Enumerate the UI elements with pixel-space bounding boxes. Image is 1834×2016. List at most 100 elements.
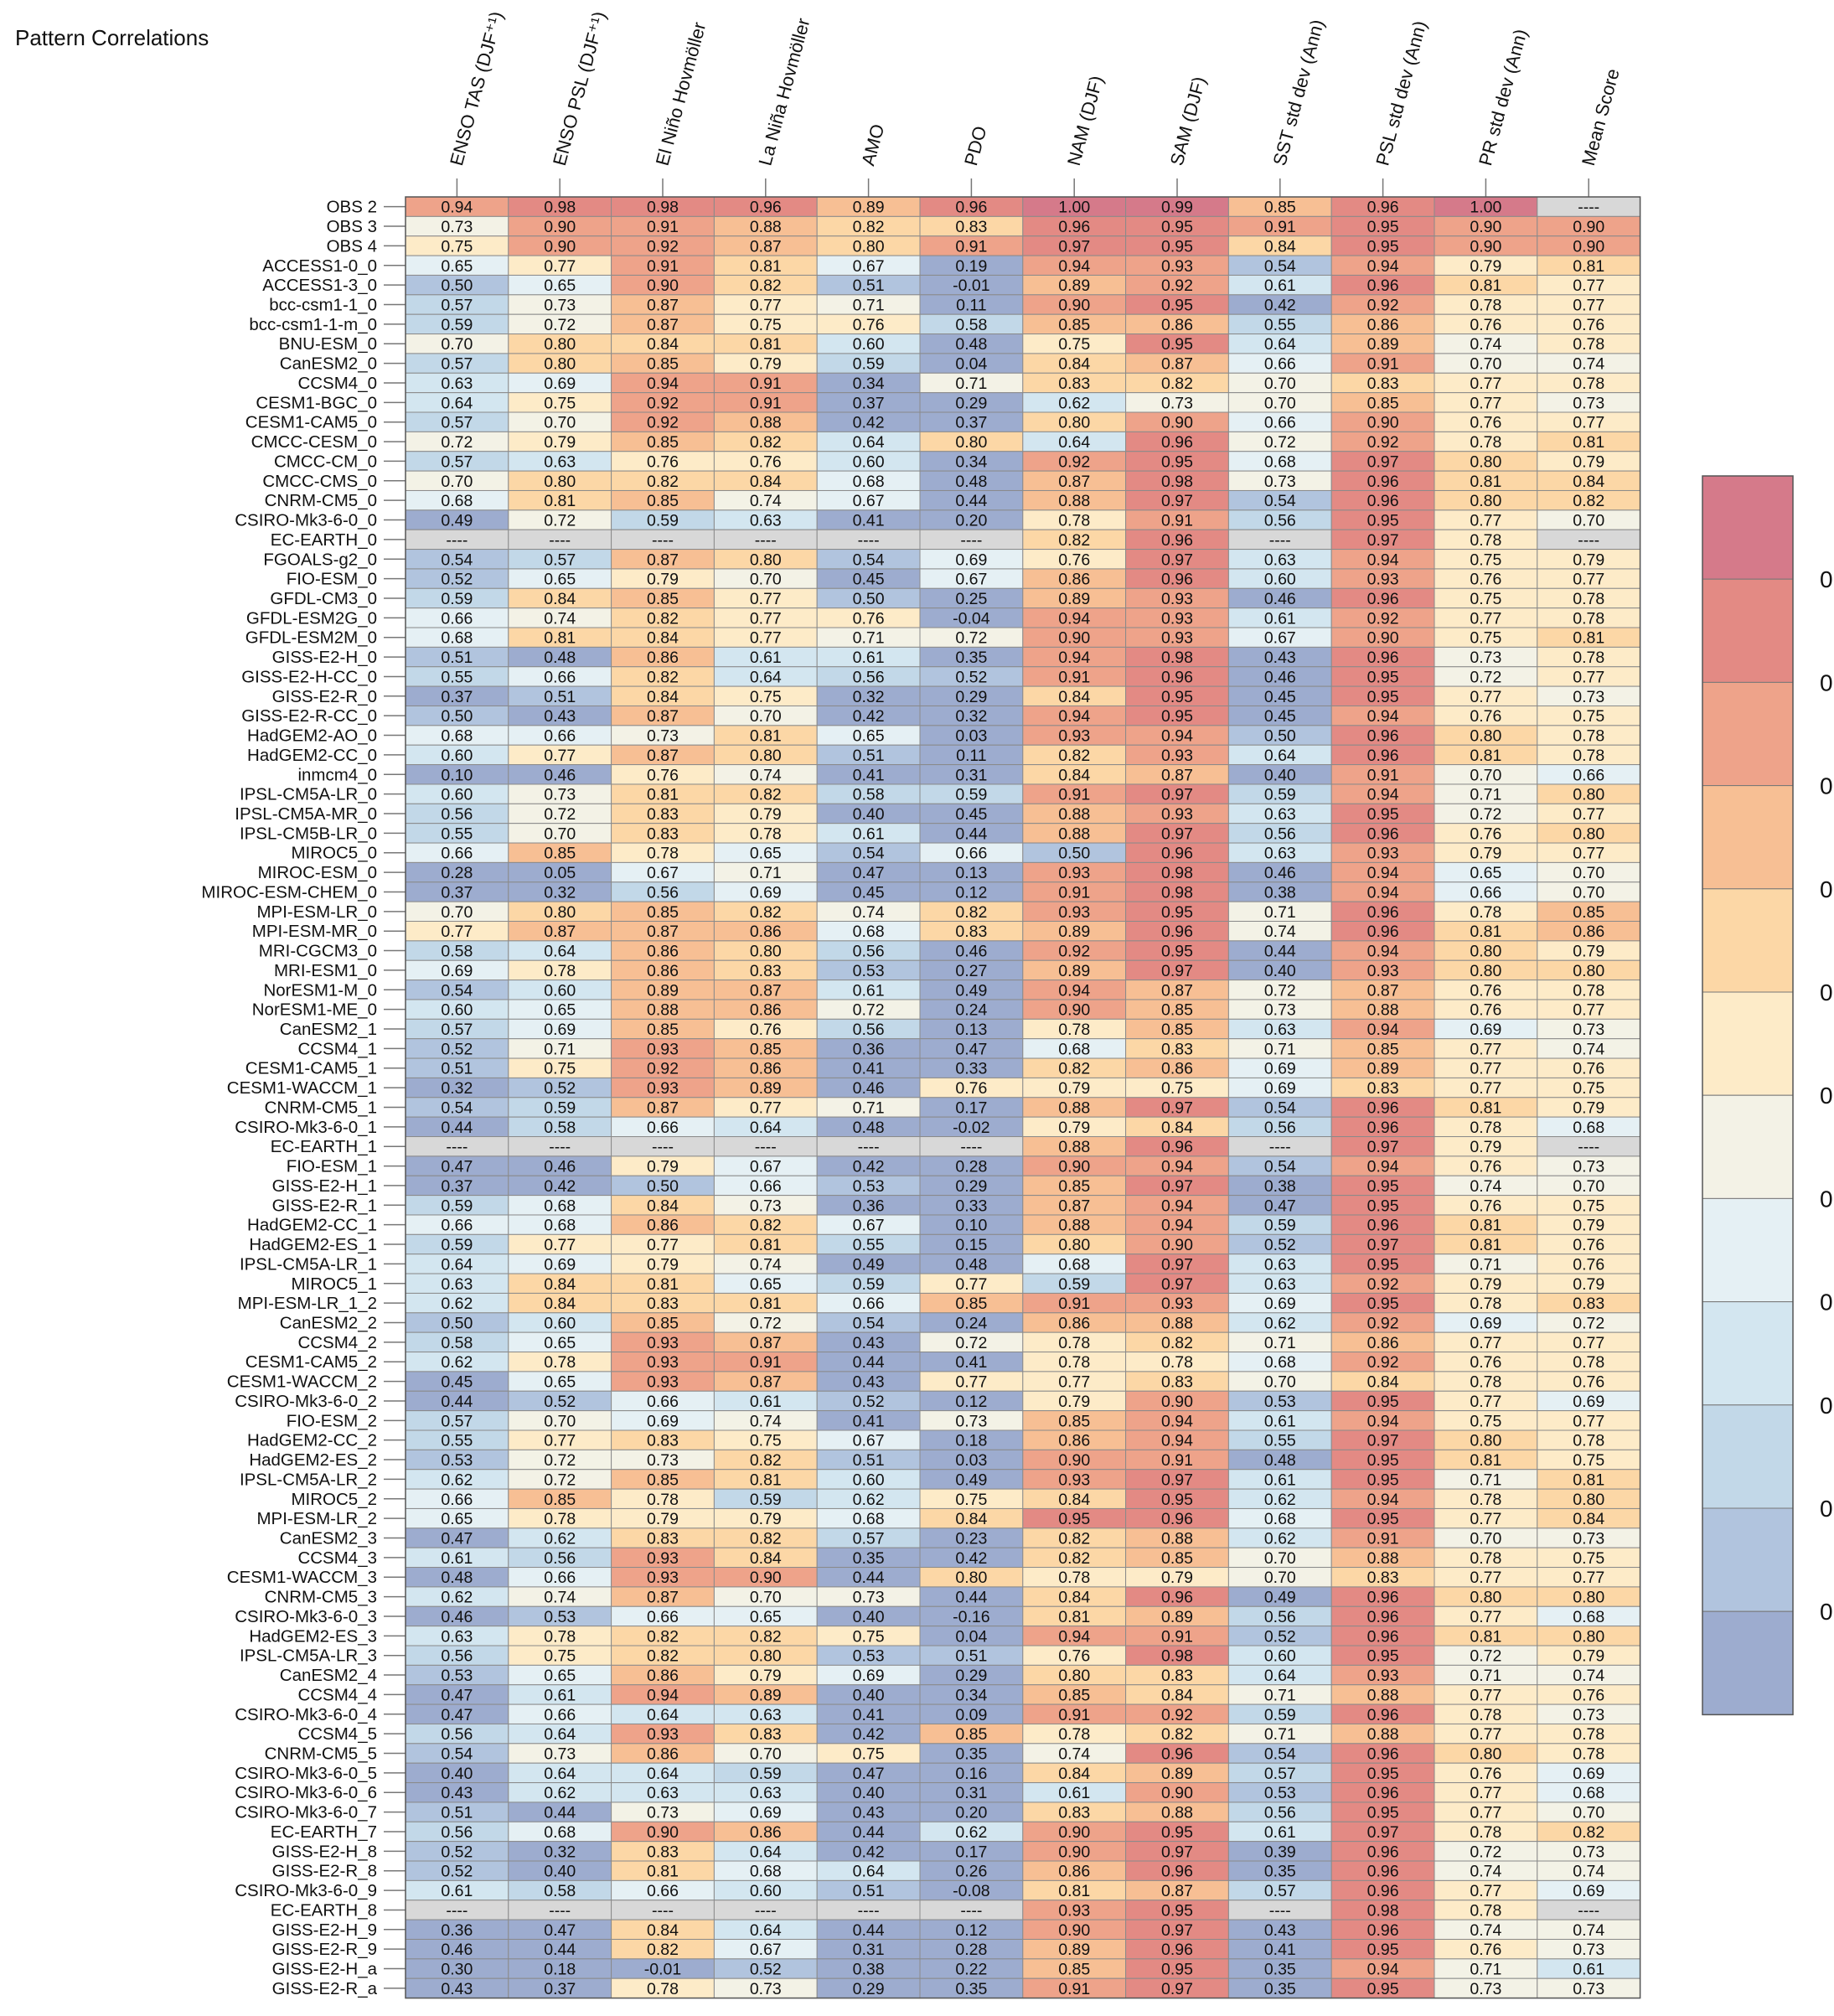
cell-value: 0.94 (1367, 786, 1399, 804)
cell-value: 0.80 (1470, 943, 1501, 961)
cell-value: 0.76 (1470, 1941, 1501, 1959)
cell-value: 0.56 (441, 1823, 473, 1842)
cell-value: ---- (446, 531, 468, 550)
row-label: HadGEM2-ES_1 (249, 1235, 377, 1254)
cell-value: 0.58 (441, 1334, 473, 1352)
cell-value: 0.94 (1058, 257, 1090, 276)
cell-value: 0.52 (441, 1843, 473, 1861)
cell-value: 0.78 (1470, 1295, 1501, 1313)
cell-value: 0.82 (1058, 1530, 1090, 1548)
cell-value: 0.77 (1470, 512, 1501, 530)
row-label: GISS-E2-R_1 (272, 1196, 377, 1215)
cell-value: 0.63 (441, 1275, 473, 1294)
cell-value: 0.74 (1470, 1177, 1501, 1196)
cell-value: 0.46 (544, 766, 576, 784)
cell-value: 0.17 (955, 1098, 987, 1117)
cell-value: 0.61 (1264, 1823, 1296, 1842)
cell-value: 0.98 (544, 199, 576, 217)
cell-value: 0.81 (647, 1863, 679, 1881)
row-label: MPI-ESM-LR_0 (256, 902, 377, 922)
cell-value: 0.94 (1161, 1158, 1193, 1176)
cell-value: 0.94 (441, 199, 473, 217)
cell-value: 0.41 (955, 1353, 987, 1372)
cell-value: 0.87 (750, 237, 782, 256)
cell-value: 0.73 (1573, 1843, 1604, 1861)
cell-value: 0.87 (647, 1098, 679, 1117)
cell-value: ---- (1578, 1901, 1599, 1920)
colorbar-segment (1702, 1507, 1794, 1612)
cell-value: 0.20 (955, 512, 987, 530)
cell-value: 0.95 (1367, 1295, 1399, 1313)
colorbar-tick-label: 0.75 (1820, 1083, 1834, 1109)
cell-value: 0.80 (853, 237, 885, 256)
cell-value: 0.47 (1264, 1197, 1296, 1215)
cell-value: 0.56 (441, 1647, 473, 1666)
cell-value: 0.92 (1367, 433, 1399, 452)
row-label: MIROC-ESM-CHEM_0 (201, 882, 377, 902)
row-label: IPSL-CM5A-LR_3 (240, 1646, 377, 1666)
row-label: ACCESS1-0_0 (262, 256, 377, 276)
row-label: HadGEM2-ES_3 (249, 1626, 377, 1646)
row-label: CanESM2_0 (280, 354, 377, 374)
cell-value: 0.56 (544, 1549, 576, 1568)
cell-value: 0.97 (1161, 786, 1193, 804)
cell-value: 0.93 (647, 1079, 679, 1098)
cell-value: 0.86 (750, 1823, 782, 1842)
cell-value: 0.45 (1264, 707, 1296, 726)
row-label: CESM1-CAM5_1 (245, 1059, 377, 1078)
cell-value: 0.38 (853, 1961, 885, 1979)
cell-value: 0.61 (750, 649, 782, 667)
cell-value: 0.73 (1573, 1530, 1604, 1548)
cell-value: 0.70 (441, 473, 473, 491)
cell-value: 0.93 (647, 1040, 679, 1058)
cell-value: 0.96 (1161, 1589, 1193, 1607)
cell-value: 0.80 (544, 335, 576, 354)
cell-value: 0.89 (1058, 277, 1090, 295)
cell-value: 0.87 (647, 747, 679, 765)
cell-value: 0.81 (1470, 277, 1501, 295)
cell-value: 0.95 (1161, 218, 1193, 236)
cell-value: 0.89 (1058, 1941, 1090, 1959)
cell-value: 0.64 (750, 1843, 782, 1861)
cell-value: 0.70 (441, 903, 473, 922)
cell-value: 0.83 (647, 805, 679, 824)
cell-value: 0.77 (544, 747, 576, 765)
cell-value: 0.94 (1367, 707, 1399, 726)
cell-value: 0.54 (853, 845, 885, 863)
cell-value: 0.95 (1161, 452, 1193, 471)
cell-value: 0.68 (441, 629, 473, 648)
cell-value: 0.84 (1058, 688, 1090, 706)
cell-value: 0.88 (1367, 1549, 1399, 1568)
cell-value: 0.85 (1058, 1961, 1090, 1979)
cell-value: 0.59 (1058, 1275, 1090, 1294)
cell-value: 0.85 (647, 492, 679, 510)
cell-value: 0.82 (647, 473, 679, 491)
cell-value: 0.72 (544, 316, 576, 334)
cell-value: 0.23 (955, 1530, 987, 1548)
cell-value: 0.60 (441, 1001, 473, 1020)
cell-value: 0.57 (544, 551, 576, 569)
row-label: CMCC-CM_0 (274, 452, 377, 471)
cell-value: 0.81 (1573, 257, 1604, 276)
cell-value: 0.76 (1470, 824, 1501, 843)
cell-value: 0.93 (1367, 962, 1399, 980)
cell-value: 0.95 (1161, 297, 1193, 315)
cell-value: 0.79 (750, 355, 782, 374)
cell-value: 0.78 (1573, 1725, 1604, 1744)
cell-value: 0.78 (1058, 1353, 1090, 1372)
cell-value: 0.44 (853, 1823, 885, 1842)
cell-value: 0.78 (1573, 649, 1604, 667)
cell-value: 0.66 (1470, 883, 1501, 902)
cell-value: 0.31 (955, 766, 987, 784)
cell-value: 0.96 (1161, 1941, 1193, 1959)
cell-value: 0.78 (647, 1980, 679, 1998)
cell-value: 0.71 (1264, 1040, 1296, 1058)
cell-value: 0.83 (647, 824, 679, 843)
cell-value: 0.82 (750, 277, 782, 295)
cell-value: 0.91 (1367, 1530, 1399, 1548)
row-label: GISS-E2-H_1 (272, 1176, 377, 1196)
colorbar-tick-label: 0.8 (1820, 980, 1834, 1005)
cell-value: 0.96 (1161, 531, 1193, 550)
cell-value: 0.66 (1264, 355, 1296, 374)
cell-value: 0.88 (1058, 824, 1090, 843)
